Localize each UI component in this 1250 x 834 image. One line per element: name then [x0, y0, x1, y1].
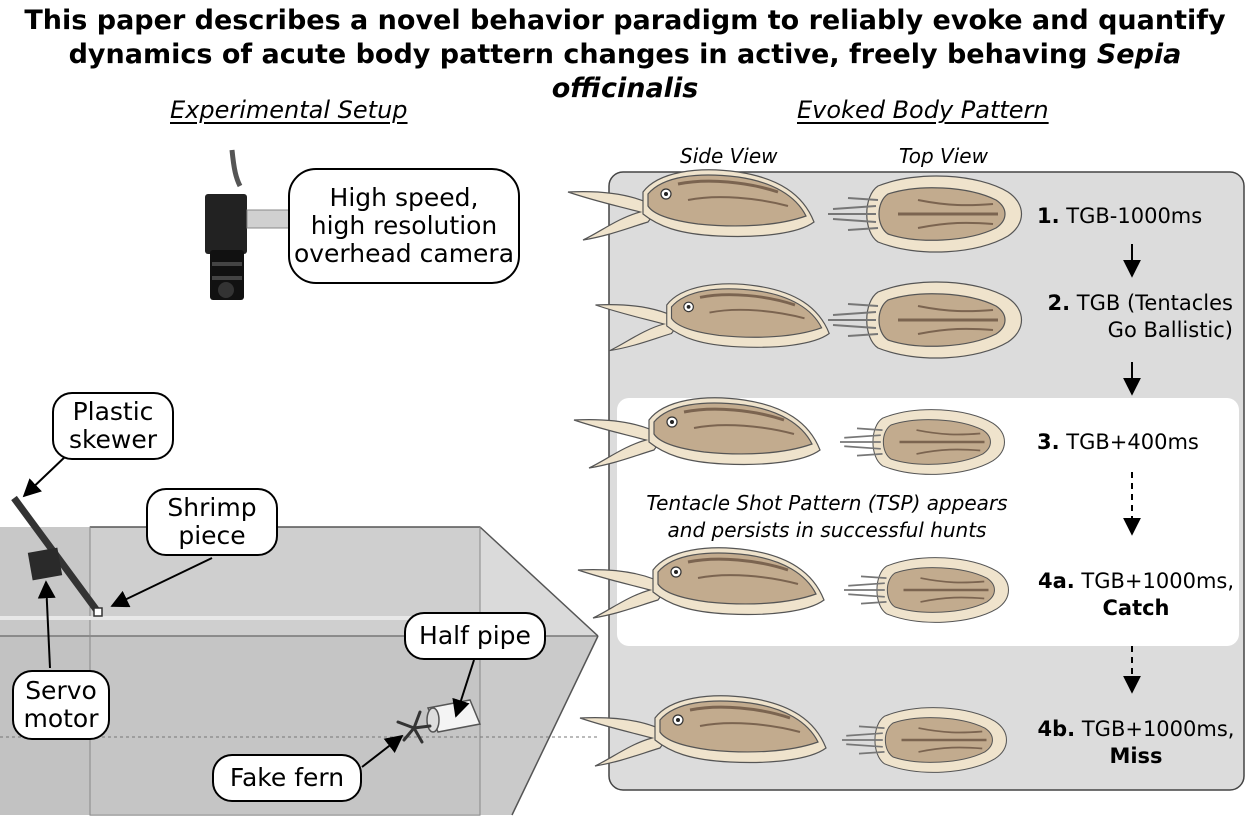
servo-label-line-1: Servo — [25, 676, 97, 705]
experimental-setup-heading: Experimental Setup — [170, 96, 408, 124]
shrimp-callout-arrow — [110, 557, 213, 608]
camera-callout-line-3: overhead camera — [293, 239, 515, 268]
plastic-skewer-callout: Plastic skewer — [52, 392, 174, 460]
overhead-camera-icon — [205, 149, 293, 300]
step-1-text: TGB-1000ms — [1066, 204, 1203, 228]
step-4b-text: TGB+1000ms, — [1081, 717, 1235, 741]
fake-fern-icon — [396, 710, 432, 744]
step-2-text-line-1: TGB (Tentacles — [1076, 291, 1233, 315]
tsp-note-line-1: Tentacle Shot Pattern (TSP) appears — [646, 491, 1008, 515]
evoked-body-pattern-heading: Evoked Body Pattern — [797, 96, 1049, 124]
step-4b-label: 4b. TGB+1000ms, Miss — [1036, 716, 1236, 770]
step-3-text: TGB+400ms — [1066, 430, 1199, 454]
tsp-note: Tentacle Shot Pattern (TSP) appears and … — [618, 490, 1036, 544]
figure-title: This paper describes a novel behavior pa… — [0, 4, 1250, 106]
step-4a-number: 4a. — [1037, 569, 1075, 593]
shrimp-piece-callout: Shrimp piece — [146, 488, 278, 556]
camera-callout-line-2: high resolution — [310, 211, 498, 240]
fern-callout-arrow — [361, 734, 404, 768]
half-pipe-callout: Half pipe — [404, 612, 546, 660]
skewer-label-line-1: Plastic — [72, 397, 154, 426]
title-line-2: dynamics of acute body pattern changes i… — [0, 38, 1250, 106]
step-4a-label: 4a. TGB+1000ms, Catch — [1036, 568, 1236, 622]
skewer-label-line-2: skewer — [68, 425, 158, 454]
step-4a-text: TGB+1000ms, — [1081, 569, 1235, 593]
step-2-label: 2. TGB (Tentacles Go Ballistic) — [1037, 290, 1234, 344]
step-1-label: 1. TGB-1000ms — [1037, 203, 1202, 230]
top-view-heading: Top View — [899, 144, 988, 168]
title-line-1: This paper describes a novel behavior pa… — [24, 5, 1226, 36]
step-4b-number: 4b. — [1037, 717, 1076, 741]
skewer-callout-arrow — [22, 453, 69, 498]
camera-callout: High speed, high resolution overhead cam… — [288, 168, 520, 284]
title-line-2-prefix: dynamics of acute body pattern changes i… — [68, 39, 1097, 70]
step-2-text-line-2: Go Ballistic) — [1107, 318, 1233, 342]
step-2-number: 2. — [1047, 291, 1071, 315]
halfpipe-callout-arrow — [452, 659, 475, 718]
step-3-number: 3. — [1037, 430, 1060, 454]
servo-label-line-2: motor — [23, 704, 99, 733]
halfpipe-label: Half pipe — [419, 621, 531, 650]
step-3-label: 3. TGB+400ms — [1037, 429, 1199, 456]
tsp-note-line-2: and persists in successful hunts — [667, 518, 987, 542]
servo-motor-icon — [27, 547, 63, 581]
shrimp-piece-marker — [93, 607, 103, 617]
servo-callout-arrow — [37, 580, 56, 669]
species-name: Sepia officinalis — [551, 39, 1182, 104]
servo-motor-callout: Servo motor — [12, 670, 110, 740]
fake-fern-callout: Fake fern — [212, 754, 362, 802]
camera-callout-line-1: High speed, — [329, 183, 479, 212]
step-4a-outcome: Catch — [1102, 596, 1170, 620]
step-4b-outcome: Miss — [1109, 744, 1163, 768]
step-1-number: 1. — [1037, 204, 1060, 228]
side-view-heading: Side View — [680, 144, 778, 168]
shrimp-label-line-1: Shrimp — [167, 493, 257, 522]
shrimp-label-line-2: piece — [178, 521, 246, 550]
tank-illustration — [0, 526, 600, 816]
fern-label: Fake fern — [229, 763, 345, 792]
